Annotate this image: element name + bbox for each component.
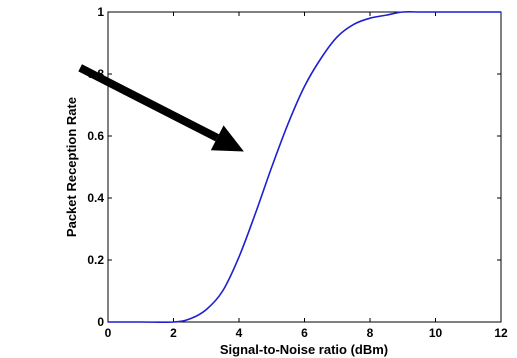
x-tick-label: 4 [236, 326, 243, 340]
x-axis-label: Signal-to-Noise ratio (dBm) [220, 342, 388, 357]
x-tick-label: 10 [429, 326, 443, 340]
arrow-head [210, 125, 244, 152]
y-tick-label: 0.6 [87, 129, 104, 143]
x-tick-label: 2 [170, 326, 177, 340]
x-tick-label: 6 [301, 326, 308, 340]
y-tick-label: 0.2 [87, 253, 104, 267]
x-tick-label: 0 [105, 326, 112, 340]
y-tick-label: 1 [97, 5, 104, 19]
axes-box [107, 11, 502, 323]
x-ticks: 0 2 4 6 8 10 12 [105, 12, 508, 340]
x-tick-label: 12 [494, 326, 508, 340]
y-ticks: 00.20.40.60.81 [87, 5, 501, 329]
annotation-layer [78, 64, 244, 152]
arrow-shaft [78, 64, 220, 142]
series-layer [108, 10, 501, 324]
y-tick-label: 0 [97, 315, 104, 329]
x-tick-label: 8 [367, 326, 374, 340]
series-line [108, 10, 501, 324]
y-tick-label: 0.4 [87, 191, 104, 205]
y-axis-label: Packet Reception Rate [64, 97, 79, 237]
